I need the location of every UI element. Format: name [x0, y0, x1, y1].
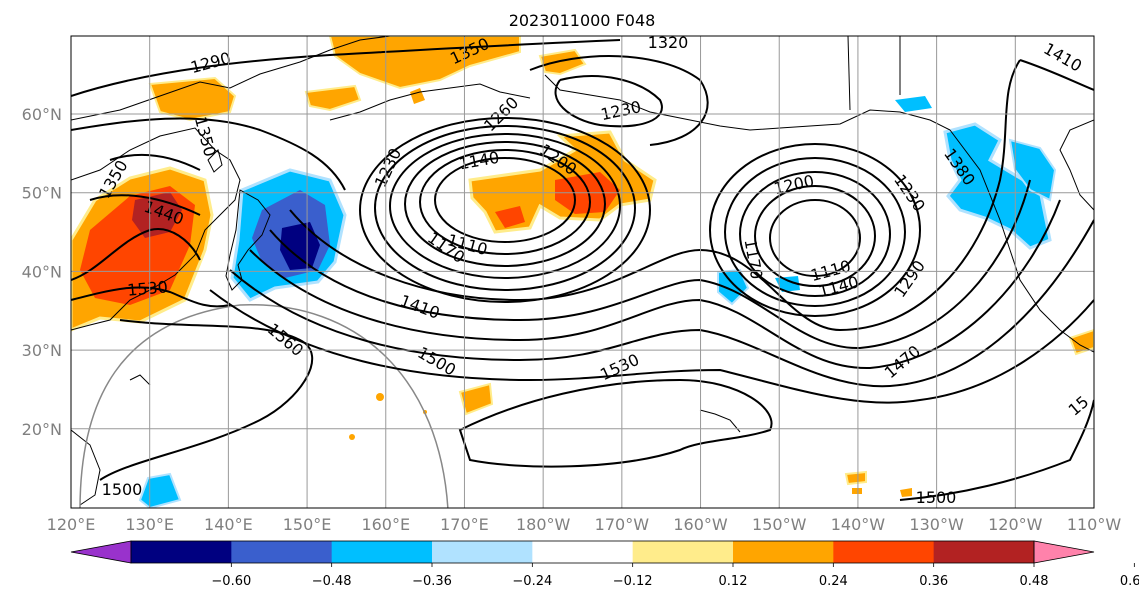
colorbar-tick-label: 0.12: [719, 574, 748, 589]
map-frame: [70, 35, 1095, 509]
colorbar-tick-label: 0.24: [819, 574, 848, 589]
colorbar-segment: [131, 541, 232, 563]
gridlines: [71, 36, 1094, 508]
longitude-tick-label: 140°E: [204, 515, 253, 534]
longitude-tick-label: 140°W: [831, 515, 886, 534]
colorbar-extend-max: [1033, 540, 1095, 564]
longitude-tick-label: 180°W: [516, 515, 571, 534]
colorbar-segment: [532, 541, 634, 563]
latitude-tick-label: 40°N: [22, 262, 62, 281]
latitude-labels: 60°N 50°N 40°N 30°N 20°N: [22, 105, 62, 439]
longitude-tick-label: 150°E: [283, 515, 332, 534]
colorbar-segment: [231, 541, 333, 563]
longitude-tick-label: 170°E: [440, 515, 489, 534]
colorbar-tick-label: −0.60: [211, 574, 251, 589]
colorbar-segment: [331, 541, 433, 563]
colorbar-segment: [432, 541, 533, 563]
colorbar-segment: [933, 541, 1035, 563]
colorbar: −0.60 −0.48 −0.36 −0.24 −0.12 0.12 0.24 0.36 0.4…: [70, 540, 1139, 589]
contour-label: 1320: [648, 33, 689, 52]
colorbar-extend-min: [70, 540, 132, 564]
height-contours: [71, 39, 1094, 501]
longitude-tick-label: 170°W: [595, 515, 650, 534]
longitude-tick-label: 160°E: [361, 515, 410, 534]
longitude-tick-label: 120°W: [988, 515, 1043, 534]
contour-label: 1530: [126, 277, 168, 299]
colorbar-segment: [733, 541, 834, 563]
colorbar-segment: [632, 541, 734, 563]
colorbar-tick-label: 0.48: [1020, 574, 1049, 589]
latitude-tick-label: 30°N: [22, 341, 62, 360]
reference-circle: [79, 304, 449, 508]
contour-label: 1500: [102, 480, 143, 499]
colorbar-tick-label: −0.24: [512, 574, 552, 589]
latitude-tick-label: 50°N: [22, 184, 62, 203]
colorbar-tick-label: −0.36: [412, 574, 452, 589]
longitude-tick-label: 110°W: [1067, 515, 1122, 534]
colorbar-tick-label: −0.12: [613, 574, 653, 589]
latitude-tick-label: 60°N: [22, 105, 62, 124]
colorbar-tick-label: 0.60: [1120, 574, 1139, 589]
colorbar-segment: [833, 541, 935, 563]
longitude-tick-label: 160°W: [673, 515, 728, 534]
longitude-tick-label: 150°W: [752, 515, 807, 534]
colorbar-tick-label: −0.48: [312, 574, 352, 589]
longitude-tick-label: 130°E: [125, 515, 174, 534]
longitude-tick-label: 130°W: [909, 515, 964, 534]
contour-label: 1500: [916, 488, 957, 507]
map-title: 2023011000 F048: [509, 11, 656, 30]
latitude-tick-label: 20°N: [22, 420, 62, 439]
longitude-tick-label: 120°E: [47, 515, 96, 534]
longitude-labels: 120°E 130°E 140°E 150°E 160°E 170°E 180°W 170°W…: [47, 515, 1122, 534]
colorbar-tick-label: 0.36: [919, 574, 948, 589]
